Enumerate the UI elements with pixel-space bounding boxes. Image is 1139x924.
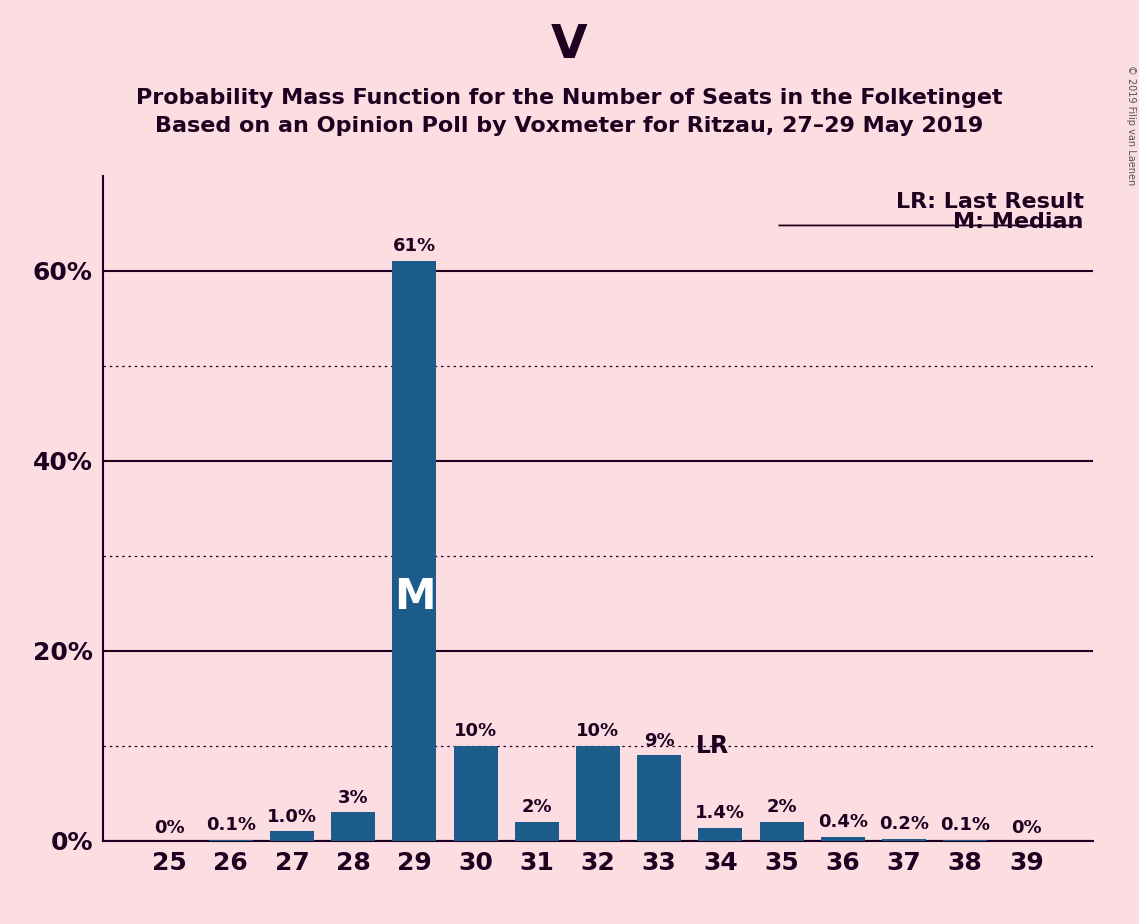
Text: M: Median: M: Median — [953, 213, 1083, 232]
Bar — [637, 755, 681, 841]
Text: 0%: 0% — [1011, 819, 1042, 837]
Text: M: M — [394, 577, 435, 618]
Text: 61%: 61% — [393, 237, 436, 255]
Bar — [453, 746, 498, 841]
Text: 2%: 2% — [522, 798, 552, 816]
Bar — [698, 828, 743, 841]
Text: LR: Last Result: LR: Last Result — [895, 192, 1083, 213]
Text: 0.2%: 0.2% — [879, 815, 929, 833]
Text: Based on an Opinion Poll by Voxmeter for Ritzau, 27–29 May 2019: Based on an Opinion Poll by Voxmeter for… — [155, 116, 984, 136]
Bar — [821, 837, 865, 841]
Text: 0.1%: 0.1% — [206, 816, 256, 834]
Text: V: V — [551, 23, 588, 68]
Bar — [882, 839, 926, 841]
Bar — [331, 812, 375, 841]
Bar — [943, 840, 988, 841]
Text: © 2019 Filip van Laenen: © 2019 Filip van Laenen — [1126, 65, 1136, 185]
Text: 0%: 0% — [154, 819, 185, 837]
Bar — [760, 821, 804, 841]
Text: 2%: 2% — [767, 798, 797, 816]
Bar — [515, 821, 559, 841]
Text: 0.4%: 0.4% — [818, 813, 868, 832]
Text: 9%: 9% — [644, 732, 674, 749]
Bar — [208, 840, 253, 841]
Text: 1.4%: 1.4% — [696, 804, 745, 821]
Text: 10%: 10% — [576, 722, 620, 740]
Text: LR: LR — [696, 734, 729, 758]
Text: 0.1%: 0.1% — [940, 816, 990, 834]
Text: Probability Mass Function for the Number of Seats in the Folketinget: Probability Mass Function for the Number… — [137, 88, 1002, 108]
Text: 1.0%: 1.0% — [267, 808, 317, 826]
Text: 3%: 3% — [338, 788, 369, 807]
Bar — [270, 832, 314, 841]
Bar — [392, 261, 436, 841]
Text: 10%: 10% — [454, 722, 497, 740]
Bar — [576, 746, 620, 841]
